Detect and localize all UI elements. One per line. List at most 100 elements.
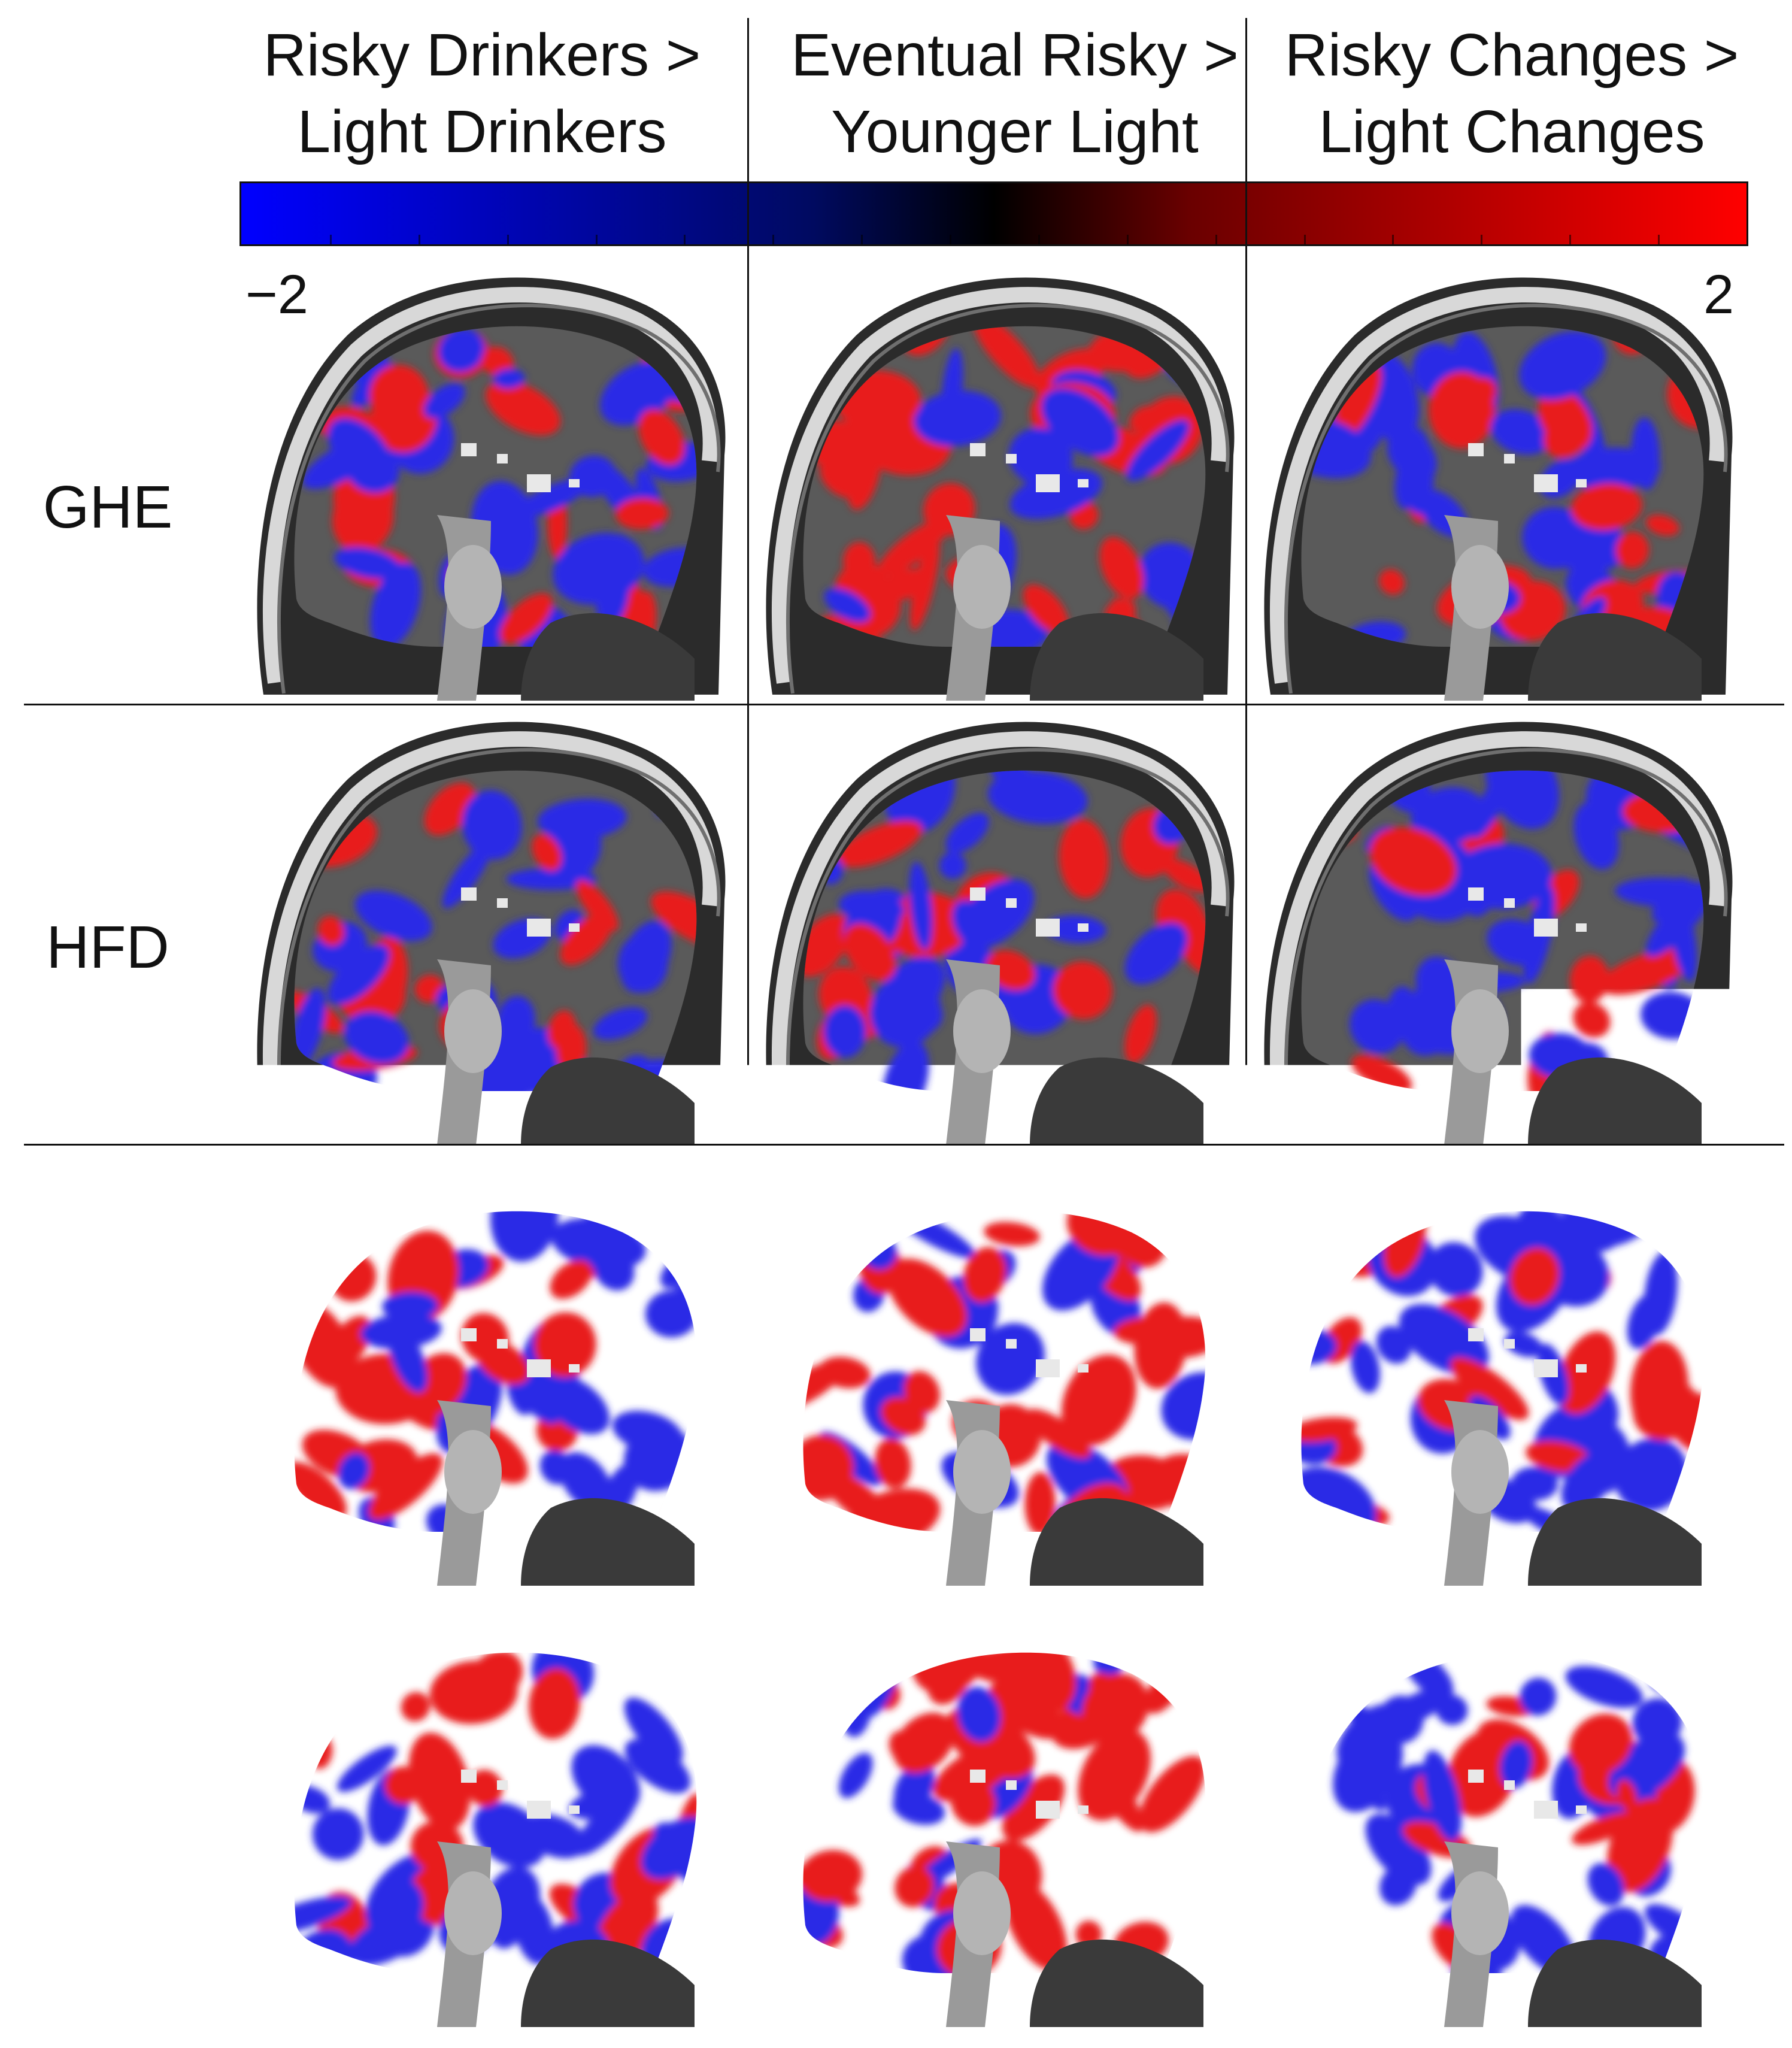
ventricle-mask bbox=[569, 479, 580, 487]
ventricle-mask bbox=[970, 887, 986, 901]
column-header-2-line1: Eventual Risky > bbox=[769, 17, 1260, 93]
ventricle-mask bbox=[1504, 454, 1515, 463]
colorbar-tick bbox=[684, 235, 686, 244]
ventricle-mask bbox=[569, 1364, 580, 1373]
ventricle-mask bbox=[527, 1801, 551, 1819]
colorbar-tick bbox=[1658, 235, 1660, 244]
negative-blob bbox=[824, 1005, 866, 1058]
colorbar-tick bbox=[1304, 235, 1306, 244]
ventricle-mask bbox=[1504, 1339, 1515, 1349]
colorbar-tick bbox=[950, 235, 951, 244]
brain-slice-ghe-col1 bbox=[239, 263, 733, 701]
column-header-3: Risky Changes > Light Changes bbox=[1266, 17, 1757, 170]
pons bbox=[953, 989, 1011, 1073]
colorbar bbox=[239, 181, 1748, 246]
colorbar-tick bbox=[1481, 235, 1482, 244]
ventricle-mask bbox=[497, 454, 508, 463]
colorbar-tick bbox=[1038, 235, 1040, 244]
ventricle-mask bbox=[1534, 919, 1558, 937]
column-header-2-line2: Younger Light bbox=[769, 93, 1260, 170]
pons bbox=[953, 1430, 1011, 1514]
ventricle-mask bbox=[1468, 443, 1484, 456]
colorbar-tick bbox=[1569, 235, 1571, 244]
pons bbox=[1451, 1430, 1509, 1514]
brain-slice-alff-col3 bbox=[1247, 1149, 1741, 1586]
ventricle-mask bbox=[1576, 923, 1587, 932]
row-divider-1 bbox=[24, 704, 1784, 705]
ventricle-mask bbox=[1036, 474, 1060, 492]
brain-slice-reho-col2 bbox=[748, 1590, 1242, 2027]
brain-slice-alff-col1 bbox=[239, 1149, 733, 1586]
brain-slice-hfd-col2 bbox=[748, 708, 1242, 1145]
ventricle-mask bbox=[1036, 919, 1060, 937]
colorbar-tick bbox=[330, 235, 332, 244]
colorbar-tick bbox=[419, 235, 420, 244]
positive-blob bbox=[843, 542, 875, 581]
ventricle-mask bbox=[1036, 1801, 1060, 1819]
pons bbox=[953, 1871, 1011, 1955]
ventricle-mask bbox=[970, 443, 986, 456]
ventricle-mask bbox=[1468, 1328, 1484, 1341]
pons bbox=[444, 545, 502, 629]
ventricle-mask bbox=[569, 1805, 580, 1814]
ventricle-mask bbox=[497, 898, 508, 908]
ventricle-mask bbox=[970, 1770, 986, 1783]
colorbar-tick bbox=[1127, 235, 1129, 244]
ventricle-mask bbox=[1468, 887, 1484, 901]
ventricle-mask bbox=[1468, 1770, 1484, 1783]
pons bbox=[1451, 1871, 1509, 1955]
ventricle-mask bbox=[527, 1359, 551, 1377]
ventricle-mask bbox=[1576, 1364, 1587, 1373]
colorbar-tick bbox=[1392, 235, 1394, 244]
ventricle-mask bbox=[497, 1780, 508, 1790]
ventricle-mask bbox=[569, 923, 580, 932]
brain-slice-hfd-col3 bbox=[1247, 708, 1741, 1145]
ventricle-mask bbox=[1504, 898, 1515, 908]
ventricle-mask bbox=[1504, 1780, 1515, 1790]
pons bbox=[444, 989, 502, 1073]
ventricle-mask bbox=[1534, 474, 1558, 492]
ventricle-mask bbox=[1534, 1359, 1558, 1377]
ventricle-mask bbox=[1078, 1805, 1088, 1814]
column-divider-1 bbox=[747, 18, 749, 2048]
pons bbox=[1451, 989, 1509, 1073]
row-label-alff: ALFF bbox=[0, 1335, 216, 1404]
column-header-3-line2: Light Changes bbox=[1266, 93, 1757, 170]
row-label-reho: ReHo bbox=[0, 1773, 216, 1841]
pons bbox=[444, 1871, 502, 1955]
ventricle-mask bbox=[1006, 1339, 1017, 1349]
ventricle-mask bbox=[527, 474, 551, 492]
ventricle-mask bbox=[970, 1328, 986, 1341]
ventricle-mask bbox=[461, 1328, 477, 1341]
colorbar-tick bbox=[1215, 235, 1217, 244]
colorbar-tick bbox=[507, 235, 509, 244]
brain-slice-ghe-col3 bbox=[1247, 263, 1741, 701]
ventricle-mask bbox=[1036, 1359, 1060, 1377]
pons bbox=[953, 545, 1011, 629]
row-divider-2 bbox=[24, 1144, 1784, 1146]
negative-blob bbox=[789, 335, 827, 362]
brain-slice-alff-col2 bbox=[748, 1149, 1242, 1586]
brain-slice-hfd-col1 bbox=[239, 708, 733, 1145]
ventricle-mask bbox=[1078, 1364, 1088, 1373]
ventricle-mask bbox=[527, 919, 551, 937]
brain-slice-reho-col3 bbox=[1247, 1590, 1741, 2027]
column-header-1-line1: Risky Drinkers > bbox=[236, 17, 727, 93]
ventricle-mask bbox=[1078, 479, 1088, 487]
colorbar-tick bbox=[596, 235, 598, 244]
ventricle-mask bbox=[1576, 1805, 1587, 1814]
ventricle-mask bbox=[1006, 454, 1017, 463]
row-label-ghe: GHE bbox=[0, 473, 216, 542]
brain-slice-ghe-col2 bbox=[748, 263, 1242, 701]
pons bbox=[444, 1430, 502, 1514]
column-header-1-line2: Light Drinkers bbox=[236, 93, 727, 170]
ventricle-mask bbox=[461, 443, 477, 456]
brain-slice-reho-col1 bbox=[239, 1590, 733, 2027]
column-header-3-line1: Risky Changes > bbox=[1266, 17, 1757, 93]
column-divider-2 bbox=[1245, 18, 1247, 2048]
colorbar-tick bbox=[772, 235, 774, 244]
column-header-1: Risky Drinkers > Light Drinkers bbox=[236, 17, 727, 170]
colorbar-tick bbox=[861, 235, 863, 244]
ventricle-mask bbox=[461, 887, 477, 901]
pons bbox=[1451, 545, 1509, 629]
